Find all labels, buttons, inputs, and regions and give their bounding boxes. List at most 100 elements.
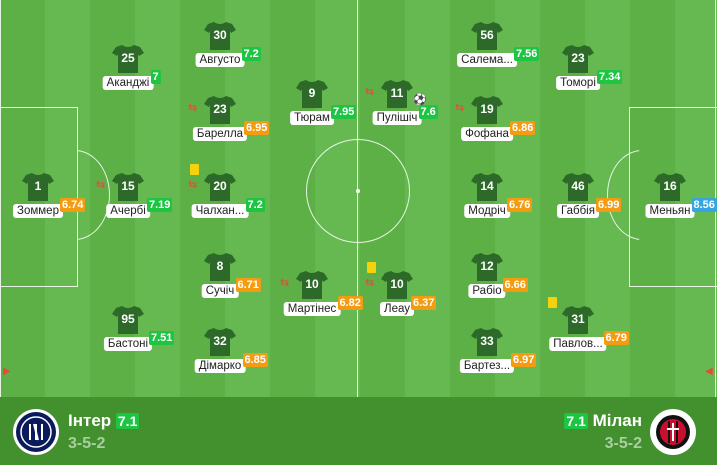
jersey-icon: 15 <box>112 172 144 202</box>
jersey-icon: 16 <box>654 172 686 202</box>
player-rating: 6.82 <box>337 296 363 310</box>
away-team-name: 7.1 Мілан <box>564 411 642 430</box>
substitution-icon: ⇆ <box>188 102 198 114</box>
player-rating: 6.85 <box>242 353 268 367</box>
player-name: Августо <box>195 53 245 67</box>
player-rating: 6.66 <box>502 278 528 292</box>
player-name: Меньян <box>645 204 695 218</box>
player-rating: 7.51 <box>149 331 175 345</box>
player-name: Фофана <box>461 127 513 141</box>
jersey-icon: 31 <box>562 305 594 335</box>
jersey-icon: 9 <box>296 79 328 109</box>
jersey-number: 32 <box>213 334 227 348</box>
player-rating: 6.76 <box>507 198 533 212</box>
player-name: Томорі <box>556 76 600 90</box>
goal-ball-icon: ⚽ <box>413 94 427 106</box>
player-name: Леау <box>380 302 414 316</box>
player-name: Ачербі <box>106 204 150 218</box>
corner-flag-icon: ▶ <box>3 366 11 377</box>
player-rating: 6.74 <box>60 198 86 212</box>
player-name: Тюрам <box>290 111 334 125</box>
corner-flag-icon: ◀ <box>705 366 713 377</box>
jersey-icon: 12 <box>471 252 503 282</box>
jersey-icon: 11 <box>381 79 413 109</box>
jersey-icon: 33 <box>471 327 503 357</box>
player-rating: 6.97 <box>511 353 537 367</box>
player-rating: 6.71 <box>235 278 261 292</box>
player-name: Рабіо <box>468 284 506 298</box>
jersey-number: 9 <box>308 86 316 100</box>
player-name: Бастоні <box>103 337 153 351</box>
jersey-number: 33 <box>480 334 494 348</box>
player-rating: 8.56 <box>691 198 717 212</box>
home-team-rating: 7.1 <box>115 413 140 429</box>
jersey-number: 19 <box>480 102 494 116</box>
inter-logo <box>13 409 59 455</box>
jersey-number: 23 <box>571 51 585 65</box>
jersey-icon: 30 <box>204 21 236 51</box>
jersey-icon: 20 <box>204 172 236 202</box>
away-team-rating: 7.1 <box>564 413 588 429</box>
jersey-number: 46 <box>571 179 585 193</box>
jersey-number: 10 <box>305 277 319 291</box>
jersey-number: 95 <box>121 312 135 326</box>
player-name: Мартінес <box>283 302 341 316</box>
substitution-icon: ⇆ <box>455 102 465 114</box>
substitution-icon: ⇆ <box>365 86 375 98</box>
jersey-icon: 19 <box>471 95 503 125</box>
milan-logo <box>650 409 696 455</box>
jersey-number: 56 <box>480 28 494 42</box>
player-rating: 6.79 <box>603 331 629 345</box>
away-formation: 3-5-2 <box>604 435 642 452</box>
jersey-icon: 46 <box>562 172 594 202</box>
player-name: Модріч <box>464 204 510 218</box>
left-penalty-box <box>0 107 78 287</box>
player-name: Салема... <box>457 53 517 67</box>
jersey-icon: 56 <box>471 21 503 51</box>
jersey-icon: 14 <box>471 172 503 202</box>
jersey-icon: 95 <box>112 305 144 335</box>
player-rating: 7 <box>150 70 161 84</box>
home-team-name: Інтер 7.1 <box>68 411 140 430</box>
player-rating: 6.86 <box>510 121 536 135</box>
substitution-icon: ⇆ <box>188 179 198 191</box>
player-name: Барелла <box>192 127 248 141</box>
player-name: Чалхан... <box>191 204 249 218</box>
jersey-icon: 23 <box>562 44 594 74</box>
pitch: ▶ ◀ 1 Зоммер 6.74 25 Аканджі 7 15 ⇆ Ачербі 7.19 95… <box>0 0 717 397</box>
player-rating: 7.34 <box>597 70 623 84</box>
player-rating: 7.95 <box>331 105 357 119</box>
yellow-card-icon <box>367 262 376 273</box>
jersey-number: 23 <box>213 102 227 116</box>
player-name: Зоммер <box>13 204 63 218</box>
player-rating: 7.6 <box>418 105 438 119</box>
jersey-icon: 8 <box>204 252 236 282</box>
jersey-number: 25 <box>121 51 135 65</box>
jersey-icon: 10 <box>381 270 413 300</box>
player-name: Дімарко <box>194 359 246 373</box>
team-footer: Інтер 7.1 3-5-2 7.1 Мілан 3-5-2 <box>0 397 717 465</box>
player-rating: 6.99 <box>596 198 622 212</box>
player-rating: 7.56 <box>514 47 540 61</box>
jersey-number: 8 <box>216 259 224 273</box>
yellow-card-icon <box>190 164 199 175</box>
player-rating: 6.37 <box>411 296 437 310</box>
player-name: Аканджі <box>102 76 154 90</box>
home-formation: 3-5-2 <box>68 435 106 452</box>
jersey-number: 12 <box>480 259 494 273</box>
player-name: Габбія <box>557 204 599 218</box>
yellow-card-icon <box>548 297 557 308</box>
left-goal-line <box>0 0 1 397</box>
jersey-number: 31 <box>571 312 585 326</box>
jersey-number: 16 <box>663 179 677 193</box>
player-rating: 7.2 <box>245 198 265 212</box>
substitution-icon: ⇆ <box>96 179 106 191</box>
player-name: Пулішіч <box>372 111 422 125</box>
player-name: Бартез... <box>459 359 515 373</box>
substitution-icon: ⇆ <box>365 277 375 289</box>
jersey-number: 1 <box>34 179 42 193</box>
player-name: Павлов... <box>549 337 607 351</box>
jersey-number: 10 <box>390 277 404 291</box>
jersey-number: 30 <box>213 28 227 42</box>
jersey-icon: 32 <box>204 327 236 357</box>
